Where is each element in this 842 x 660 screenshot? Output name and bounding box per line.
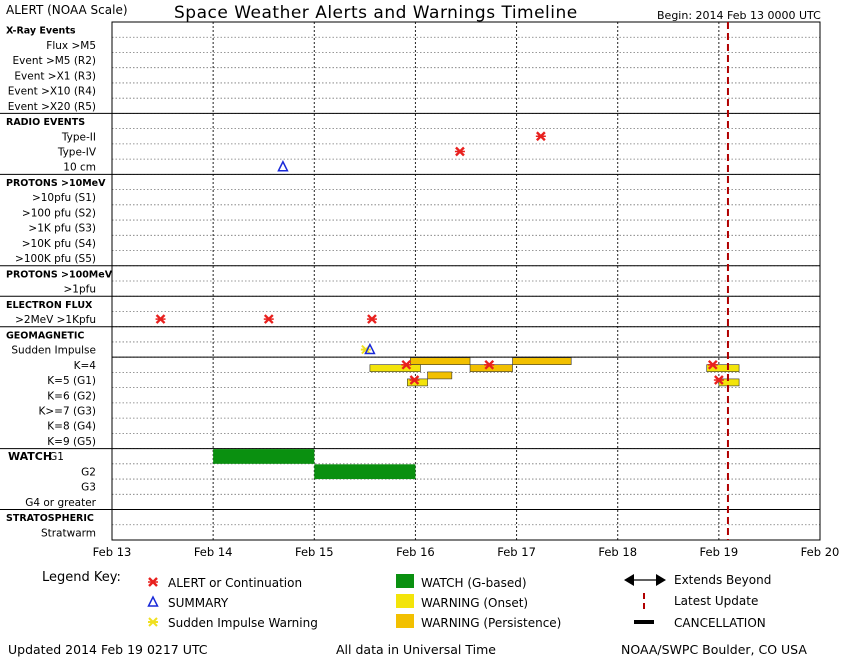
row-header-label: STRATOSPHERIC — [6, 513, 94, 524]
row-label: Flux >M5 — [46, 40, 96, 52]
x-tick-label: Feb 18 — [598, 545, 637, 559]
x-tick-label: Feb 16 — [396, 545, 435, 559]
row-label: Stratwarm — [41, 527, 96, 539]
alert-marker — [401, 359, 412, 370]
x-tick-label: Feb 13 — [93, 545, 132, 559]
row-label: Event >X20 (R5) — [8, 101, 96, 113]
updated-text: Updated 2014 Feb 19 0217 UTC — [8, 642, 208, 657]
row-label: Type-II — [61, 131, 96, 143]
legend-right-arrow-icon — [656, 574, 666, 586]
row-label: K>=7 (G3) — [38, 406, 96, 418]
row-label: G4 or greater — [25, 497, 96, 509]
x-tick-label: Feb 14 — [194, 545, 233, 559]
row-label: K=6 (G2) — [47, 390, 96, 402]
watch-bar — [213, 449, 315, 464]
row-label: >1K pfu (S3) — [28, 223, 96, 235]
row-label: Event >X1 (R3) — [14, 70, 96, 82]
x-tick-label: Feb 19 — [700, 545, 739, 559]
row-label: Type-IV — [57, 147, 97, 159]
legend-cancel-label: CANCELLATION — [674, 616, 766, 630]
row-label: Sudden Impulse — [11, 345, 96, 357]
legend-summary-marker — [147, 595, 159, 607]
x-tick-label: Feb 20 — [801, 545, 840, 559]
row-label: K=5 (G1) — [47, 375, 96, 387]
warning-bar — [718, 378, 740, 387]
alert-marker — [454, 146, 465, 157]
credit-text: NOAA/SWPC Boulder, CO USA — [621, 642, 807, 657]
legend-persistence-label: WARNING (Persistence) — [421, 616, 562, 630]
row-label: >1pfu — [64, 284, 97, 296]
legend-left-arrow-icon — [624, 574, 634, 586]
row-label: K=8 (G4) — [47, 421, 96, 433]
legend-watch-label: WATCH (G-based) — [421, 576, 527, 590]
row-header-label: WATCH — [8, 450, 52, 463]
warning-bar — [512, 357, 572, 365]
row-header-label: PROTONS >100MeV — [6, 269, 113, 280]
alert-marker — [535, 131, 546, 142]
legend-alert-marker — [148, 577, 158, 587]
begin-time: Begin: 2014 Feb 13 0000 UTC — [657, 9, 821, 22]
legend-onset-swatch — [396, 594, 414, 608]
summary-marker — [277, 160, 289, 172]
legend-siw-label: Sudden Impulse Warning — [168, 616, 318, 630]
legend-summary-label: SUMMARY — [168, 596, 229, 610]
row-label: K=4 — [74, 360, 97, 372]
legend-watch-swatch — [396, 574, 414, 588]
page-title: Space Weather Alerts and Warnings Timeli… — [174, 3, 578, 23]
legend-persistence-swatch — [396, 614, 414, 628]
legend-latest-label: Latest Update — [674, 594, 759, 608]
alert-marker — [263, 314, 274, 324]
row-label: >2MeV >1Kpfu — [15, 314, 96, 326]
legend-onset-label: WARNING (Onset) — [421, 596, 529, 610]
row-label: >100K pfu (S5) — [15, 253, 96, 265]
legend-siw-marker — [148, 617, 158, 627]
row-header-label: ELECTRON FLUX — [6, 300, 93, 311]
summary-marker — [364, 342, 376, 355]
watch-bar — [314, 464, 416, 480]
row-label: G1 — [49, 451, 64, 463]
row-label: Event >X10 (R4) — [8, 86, 96, 98]
warning-bar — [427, 371, 453, 380]
row-header-label: RADIO EVENTS — [6, 117, 85, 128]
alert-marker — [713, 375, 724, 385]
row-label: 10 cm — [63, 162, 96, 174]
universal-time-note: All data in Universal Time — [336, 642, 496, 657]
alert-marker — [484, 359, 495, 370]
alert-marker — [409, 375, 420, 385]
x-tick-label: Feb 17 — [497, 545, 536, 559]
row-label: >10pfu (S1) — [32, 192, 96, 204]
row-label: Event >M5 (R2) — [13, 55, 96, 67]
row-header-label: GEOMAGNETIC — [6, 330, 84, 341]
row-label: K=9 (G5) — [47, 436, 96, 448]
row-label: >100 pfu (S2) — [22, 207, 96, 219]
row-label: >10K pfu (S4) — [22, 238, 96, 250]
alert-marker — [707, 359, 718, 370]
alert-marker — [155, 314, 166, 324]
warning-bar — [410, 357, 471, 365]
row-header-label: X-Ray Events — [6, 26, 76, 37]
legend-alert-label: ALERT or Continuation — [168, 576, 303, 590]
legend-cancel-bar — [634, 620, 654, 624]
row-label: G3 — [81, 482, 96, 494]
row-label: G2 — [81, 466, 96, 478]
x-tick-label: Feb 15 — [295, 545, 334, 559]
alert-scale-label: ALERT (NOAA Scale) — [6, 3, 128, 17]
legend-extends-label: Extends Beyond — [674, 573, 772, 587]
warning-bar — [369, 364, 421, 372]
row-header-label: PROTONS >10MeV — [6, 178, 106, 189]
alert-marker — [366, 314, 377, 324]
legend-title: Legend Key: — [42, 570, 121, 585]
plot-frame — [111, 21, 821, 541]
warning-bar — [706, 364, 740, 372]
